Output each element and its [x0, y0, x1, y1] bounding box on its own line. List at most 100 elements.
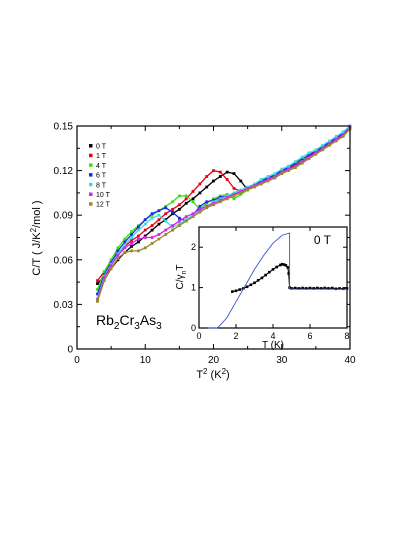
data-point	[205, 200, 209, 204]
data-point	[273, 172, 277, 175]
legend-marker	[89, 144, 93, 148]
inset-y-tick-label: 2	[191, 242, 196, 252]
data-point	[239, 190, 243, 193]
data-point	[191, 215, 195, 219]
legend-label: 1 T	[96, 153, 107, 160]
data-point	[212, 198, 215, 202]
data-point	[137, 228, 140, 232]
data-point	[116, 246, 120, 250]
data-point	[328, 139, 331, 143]
legend-item: 8 T	[89, 182, 107, 189]
data-point	[246, 187, 249, 190]
data-point	[102, 270, 106, 274]
data-point	[232, 187, 236, 190]
data-point	[123, 243, 127, 247]
inset-x-tick-label: 4	[270, 331, 275, 341]
data-point	[239, 193, 243, 196]
data-point	[300, 160, 304, 164]
data-point	[287, 167, 290, 171]
data-point	[341, 133, 345, 137]
data-point	[218, 198, 222, 202]
data-point	[301, 286, 304, 290]
data-point	[150, 213, 154, 217]
data-point	[328, 142, 331, 146]
data-point	[102, 274, 106, 278]
legend-item: 10 T	[89, 192, 111, 199]
data-point	[259, 178, 263, 181]
data-point	[205, 204, 209, 208]
data-point	[294, 164, 297, 168]
data-point	[232, 197, 236, 201]
data-point	[171, 200, 174, 204]
data-point	[305, 287, 308, 290]
legend-item: 6 T	[89, 173, 107, 180]
data-point	[178, 216, 181, 220]
data-point	[102, 279, 106, 282]
data-point	[218, 197, 222, 201]
data-point	[279, 263, 282, 267]
data-point	[341, 130, 345, 134]
data-point	[259, 179, 263, 183]
data-point	[191, 213, 195, 217]
data-point	[266, 175, 270, 178]
main-x-tick-label: 30	[276, 355, 288, 366]
data-point	[191, 197, 195, 201]
data-point	[171, 224, 174, 227]
legend-marker	[89, 163, 93, 167]
data-point	[266, 176, 270, 180]
data-point	[171, 228, 174, 232]
data-point	[96, 300, 99, 303]
data-point	[130, 236, 133, 239]
data-point	[341, 135, 345, 138]
data-point	[280, 167, 284, 171]
inset-x-axis-label: T (K)	[262, 340, 284, 351]
data-point	[143, 246, 147, 250]
data-point	[314, 151, 318, 155]
inset-model-series	[208, 232, 347, 329]
data-point	[130, 230, 133, 233]
data-point	[314, 152, 318, 156]
data-point	[280, 172, 284, 175]
data-point	[137, 234, 140, 238]
data-point	[164, 233, 168, 236]
data-point	[164, 204, 168, 208]
data-point	[96, 279, 99, 282]
legend-marker	[89, 202, 93, 206]
data-point	[259, 182, 263, 186]
data-point	[109, 267, 113, 271]
data-point	[143, 234, 147, 238]
data-point	[184, 194, 188, 198]
data-point	[212, 200, 215, 204]
compound-formula-label: Rb2Cr3As3	[96, 312, 162, 332]
data-point	[198, 207, 202, 211]
data-point	[137, 224, 140, 227]
data-point	[249, 283, 253, 287]
series-line	[208, 232, 347, 329]
inset-field-annotation: 0 T	[314, 233, 332, 247]
legend-item: 4 T	[89, 163, 107, 170]
data-point	[198, 209, 202, 213]
data-point	[123, 251, 127, 254]
data-point	[109, 261, 113, 265]
data-point	[178, 203, 181, 207]
legend-label: 0 T	[96, 144, 107, 151]
data-point	[246, 188, 249, 192]
data-point	[157, 233, 161, 236]
data-point	[150, 212, 154, 216]
data-point	[323, 286, 327, 290]
data-point	[143, 228, 147, 232]
data-point	[178, 224, 181, 227]
data-point	[293, 286, 297, 290]
data-point	[245, 285, 249, 289]
data-point	[96, 282, 99, 285]
main-y-tick-label: 0.12	[54, 166, 74, 177]
inset-ticks: 0 2 4 6 8 0 1 2	[191, 227, 350, 341]
data-point	[287, 166, 290, 169]
data-point	[218, 175, 222, 178]
data-point	[321, 145, 325, 149]
main-y-axis-label: C/T ( J/K2/mol )	[29, 200, 43, 275]
data-point	[297, 287, 301, 290]
legend-label: 10 T	[96, 192, 111, 199]
